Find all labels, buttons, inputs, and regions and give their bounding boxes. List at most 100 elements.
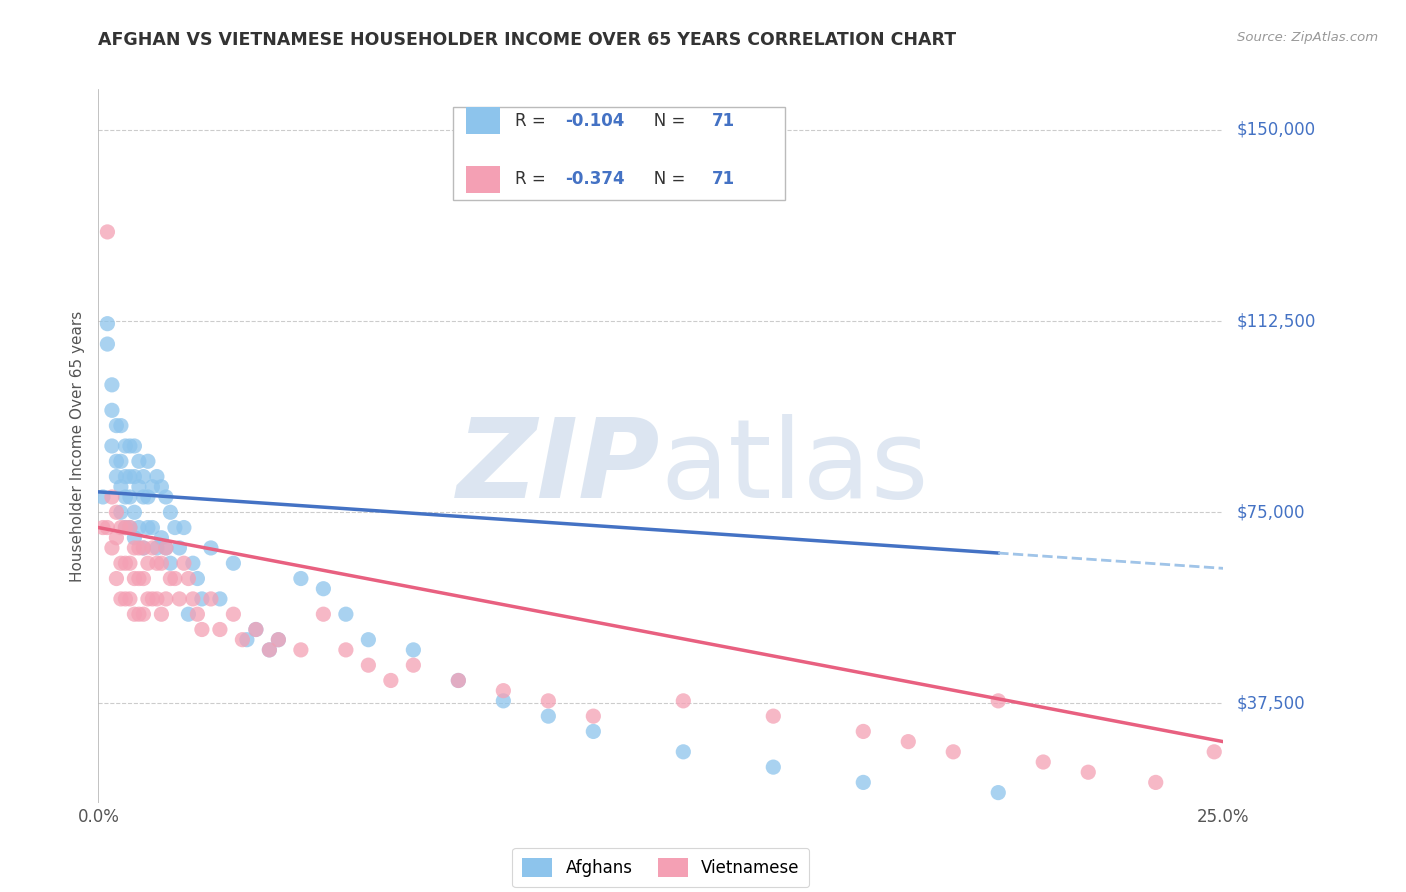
Point [114,556,136,570]
Point [852,775,875,789]
Text: 71: 71 [711,112,734,129]
Point [136,520,159,534]
Point [105,454,128,468]
Text: ZIP: ZIP [457,414,661,521]
Point [124,505,146,519]
Point [312,582,335,596]
Point [208,591,231,606]
Point [191,623,214,637]
Point [105,505,128,519]
Point [124,439,146,453]
Point [762,760,785,774]
Point [124,531,146,545]
Point [105,531,128,545]
Point [169,591,191,606]
Point [114,490,136,504]
Text: $150,000: $150,000 [1237,121,1316,139]
Point [163,572,186,586]
Point [118,520,141,534]
Point [177,607,200,622]
Point [357,658,380,673]
Point [114,520,136,534]
Point [582,724,605,739]
Point [132,469,155,483]
Point [200,591,222,606]
Point [402,658,425,673]
Text: N =: N = [638,170,690,188]
Text: -0.374: -0.374 [565,170,624,188]
Point [186,572,208,586]
Point [181,556,204,570]
Point [290,572,312,586]
Point [447,673,470,688]
Point [105,572,128,586]
Point [852,724,875,739]
Point [128,607,150,622]
Point [222,556,245,570]
Point [155,490,177,504]
Text: atlas: atlas [661,414,929,521]
Point [159,556,181,570]
Point [1077,765,1099,780]
Point [118,490,141,504]
Point [110,591,132,606]
Point [582,709,605,723]
Point [114,591,136,606]
Point [222,607,245,622]
Point [537,694,560,708]
Point [177,572,200,586]
Point [150,531,173,545]
Point [141,591,163,606]
Point [118,469,141,483]
Point [208,623,231,637]
Text: N =: N = [638,112,690,129]
Point [128,480,150,494]
Point [96,317,118,331]
Point [159,572,181,586]
Point [136,490,159,504]
Point [402,643,425,657]
Point [150,607,173,622]
Y-axis label: Householder Income Over 65 years: Householder Income Over 65 years [70,310,86,582]
Point [114,439,136,453]
Point [155,541,177,555]
Text: 71: 71 [711,170,734,188]
Point [128,541,150,555]
Point [118,439,141,453]
Point [163,520,186,534]
Point [159,505,181,519]
Point [110,454,132,468]
Text: $75,000: $75,000 [1237,503,1306,521]
Point [267,632,290,647]
Point [1144,775,1167,789]
Point [91,520,114,534]
Point [128,572,150,586]
Point [672,694,695,708]
Point [114,469,136,483]
Point [987,694,1010,708]
Point [942,745,965,759]
Point [110,418,132,433]
Point [110,480,132,494]
Text: -0.104: -0.104 [565,112,624,129]
Text: R =: R = [515,170,551,188]
Point [447,673,470,688]
Point [141,520,163,534]
Point [762,709,785,723]
Point [136,591,159,606]
Point [136,454,159,468]
Point [259,643,281,657]
Point [492,694,515,708]
Point [128,520,150,534]
Legend: Afghans, Vietnamese: Afghans, Vietnamese [512,848,810,888]
Point [136,556,159,570]
FancyBboxPatch shape [453,107,785,200]
FancyBboxPatch shape [467,107,501,134]
Point [132,490,155,504]
Point [132,607,155,622]
Point [245,623,267,637]
Point [181,591,204,606]
Point [537,709,560,723]
Point [124,469,146,483]
Point [335,643,357,657]
